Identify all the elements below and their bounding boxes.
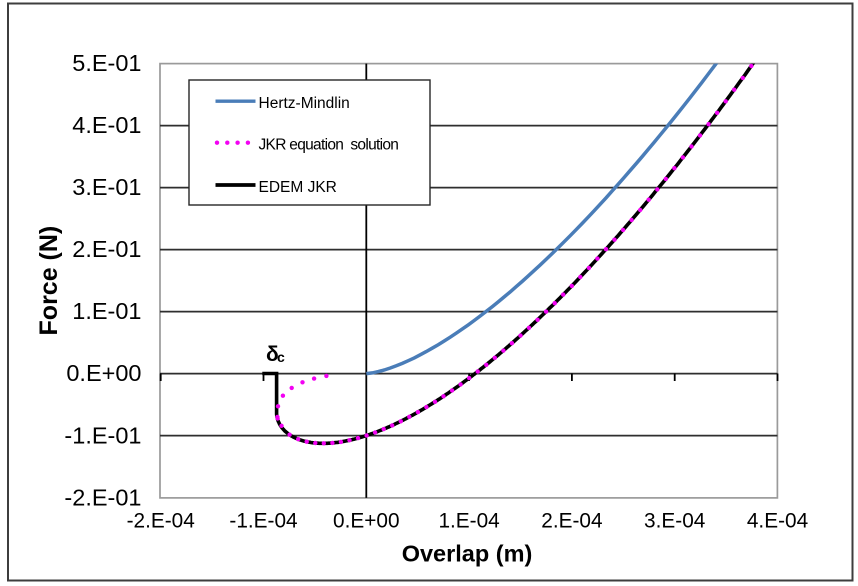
svg-text:EDEM JKR: EDEM JKR xyxy=(259,179,337,196)
svg-text:4.E-04: 4.E-04 xyxy=(747,510,808,533)
svg-text:3.E-04: 3.E-04 xyxy=(644,510,705,533)
svg-text:-2.E-04: -2.E-04 xyxy=(127,510,195,533)
svg-text:0.E+00: 0.E+00 xyxy=(66,360,141,386)
svg-text:-1.E-01: -1.E-01 xyxy=(64,422,141,448)
svg-text:4.E-01: 4.E-01 xyxy=(72,112,141,138)
svg-text:-2.E-01: -2.E-01 xyxy=(64,484,141,510)
svg-text:1.E-04: 1.E-04 xyxy=(438,510,499,533)
svg-text:-1.E-04: -1.E-04 xyxy=(229,510,297,533)
svg-text:2.E-04: 2.E-04 xyxy=(541,510,602,533)
svg-text:0.E+00: 0.E+00 xyxy=(333,510,400,533)
svg-text:δ: δ xyxy=(266,343,279,366)
svg-text:5.E-01: 5.E-01 xyxy=(72,50,141,76)
svg-text:c: c xyxy=(277,349,285,365)
svg-text:Force (N): Force (N) xyxy=(35,226,63,336)
svg-text:1.E-01: 1.E-01 xyxy=(72,298,141,324)
svg-text:JKR equation solution: JKR equation solution xyxy=(259,137,399,154)
svg-text:3.E-01: 3.E-01 xyxy=(72,174,141,200)
svg-text:Hertz-Mindlin: Hertz-Mindlin xyxy=(259,95,350,112)
svg-text:2.E-01: 2.E-01 xyxy=(72,236,141,262)
svg-text:Overlap (m): Overlap (m) xyxy=(402,541,533,567)
